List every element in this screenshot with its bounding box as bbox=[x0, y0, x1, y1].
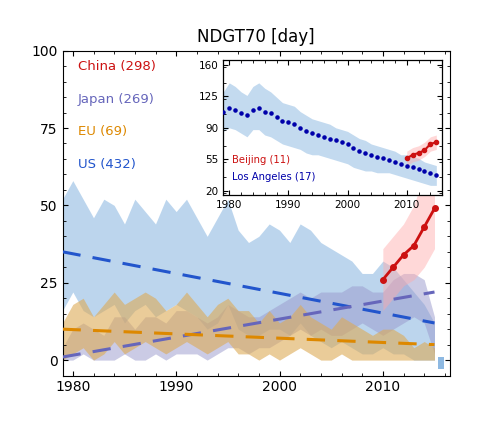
Text: US (432): US (432) bbox=[78, 158, 136, 171]
Bar bbox=[438, 357, 444, 369]
Title: NDGT70 [day]: NDGT70 [day] bbox=[198, 28, 315, 46]
Text: Japan (269): Japan (269) bbox=[78, 93, 155, 106]
Text: Beijing (11): Beijing (11) bbox=[232, 155, 290, 165]
Text: China (298): China (298) bbox=[78, 60, 156, 73]
Text: EU (69): EU (69) bbox=[78, 125, 127, 138]
Text: Los Angeles (17): Los Angeles (17) bbox=[232, 172, 316, 182]
